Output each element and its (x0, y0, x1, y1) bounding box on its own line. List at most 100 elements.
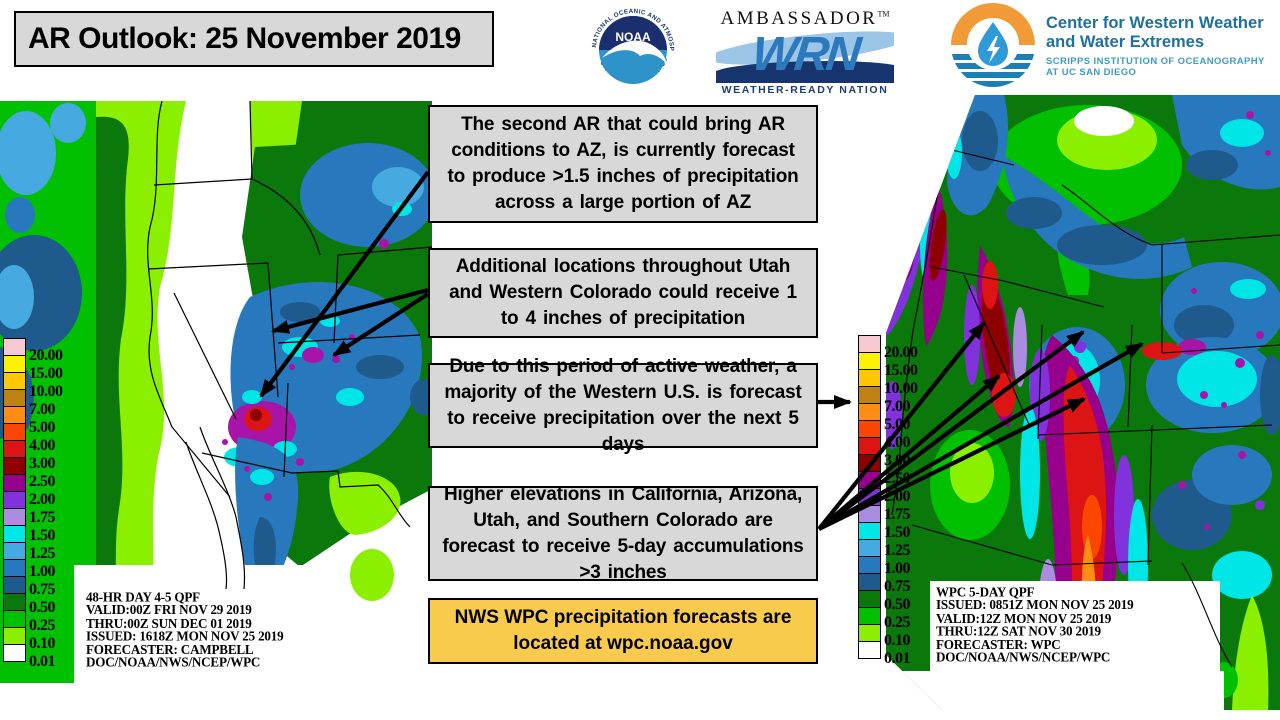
legend-value: 1.00 (29, 563, 56, 580)
legend-swatch (3, 576, 26, 594)
annotation-box-az-ar: The second AR that could bring AR condit… (428, 105, 818, 223)
cw3e-name-line1: Center for Western Weather (1046, 14, 1264, 32)
legend-swatch (858, 420, 881, 438)
cw3e-lightning-icon (987, 36, 1000, 63)
annotation-text: Additional locations throughout Utah and… (449, 256, 797, 329)
caption-line: VALID:00Z FRI NOV 29 2019 (86, 601, 252, 618)
page-title: AR Outlook: 25 November 2019 (28, 22, 461, 55)
caption-line: DOC/NOAA/NWS/NCEP/WPC (936, 649, 1111, 665)
legend-value: 1.75 (884, 506, 911, 523)
legend-swatch (858, 437, 881, 455)
legend-swatch (3, 525, 26, 543)
caption-line: ISSUED: 0851Z MON NOV 25 2019 (936, 596, 1134, 613)
legend-swatch (3, 338, 26, 356)
legend-swatch (858, 386, 881, 404)
legend-value: 15.00 (29, 365, 63, 382)
legend-value: 0.75 (29, 581, 56, 598)
legend-value: 1.00 (884, 560, 911, 577)
legend-value: 3.00 (884, 452, 911, 469)
caption-line: THRU:12Z SAT NOV 30 2019 (936, 622, 1101, 639)
caption-line: WPC 5-DAY QPF (936, 583, 1035, 600)
legend-swatch (858, 590, 881, 608)
footer-note: NWS WPC precipitation forecasts are loca… (428, 598, 818, 664)
legend-value: 5.00 (29, 419, 56, 436)
legend-swatch (858, 352, 881, 370)
wrn-acronym: WRN (749, 31, 861, 81)
legend-value: 2.00 (29, 491, 56, 508)
legend-swatch (3, 440, 26, 458)
legend-swatch (3, 593, 26, 611)
legend-swatch (858, 454, 881, 472)
noaa-center-text: NOAA (615, 30, 651, 44)
legend-swatch (3, 627, 26, 645)
legend-value: 0.25 (884, 614, 911, 631)
noaa-logo: NATIONAL OCEANIC AND ATMOSPHERIC ADMINIS… (586, 3, 679, 96)
wrn-ambassador-text: AMBASSADOR (720, 8, 878, 29)
legend-value: 1.75 (29, 509, 56, 526)
legend-value: 0.10 (29, 635, 56, 652)
legend-swatch (858, 607, 881, 625)
legend-swatch (858, 488, 881, 506)
caption-line: FORECASTER: CAMPBELL (86, 641, 254, 657)
footer-note-text: NWS WPC precipitation forecasts are loca… (454, 607, 792, 654)
cw3e-name-line2: and Water Extremes (1046, 33, 1205, 51)
legend-value: 10.00 (29, 383, 63, 400)
legend-swatch (858, 539, 881, 557)
right-map-caption: WPC 5-DAY QPF ISSUED: 0851Z MON NOV 25 2… (936, 583, 1134, 665)
legend-swatch (3, 491, 26, 509)
legend-value: 4.00 (884, 434, 911, 451)
caption-line: 48-HR DAY 4-5 QPF (86, 588, 200, 605)
cw3e-logo-mark (951, 3, 1035, 87)
legend-value: 0.50 (29, 599, 56, 616)
legend-value: 0.25 (29, 617, 56, 634)
legend-swatch (858, 522, 881, 540)
legend-swatch (3, 474, 26, 492)
legend-swatch (858, 641, 881, 659)
legend-swatch (858, 556, 881, 574)
legend-swatch (3, 508, 26, 526)
legend-swatch (3, 372, 26, 390)
legend-swatch (3, 457, 26, 475)
legend-value: 0.75 (884, 578, 911, 595)
legend-swatch (3, 406, 26, 424)
legend-value: 0.01 (884, 650, 911, 667)
legend-swatch (858, 403, 881, 421)
legend-swatch (3, 542, 26, 560)
cw3e-logo-text: Center for Western Weather and Water Ext… (1046, 14, 1280, 78)
legend-value: 3.00 (29, 455, 56, 472)
wrn-acronym-art: WRN (716, 31, 894, 83)
wrn-ambassador-label: AMBASSADORTM (716, 8, 894, 30)
cw3e-sub-line2: AT UC SAN DIEGO (1046, 67, 1137, 78)
legend-value: 1.50 (29, 527, 56, 544)
annotation-text: The second AR that could bring AR condit… (447, 114, 799, 213)
legend-swatch (3, 559, 26, 577)
legend-swatch (858, 573, 881, 591)
caption-line: ISSUED: 1618Z MON NOV 25 2019 (86, 627, 284, 644)
legend-swatch (3, 610, 26, 628)
annotation-text: Due to this period of active weather, a … (444, 355, 802, 455)
legend-value: 2.50 (884, 470, 911, 487)
cw3e-sub-line1: SCRIPPS INSTITUTION OF OCEANOGRAPHY (1046, 56, 1265, 67)
wrn-logo: AMBASSADORTM WRN WEATHER-READY NATION (716, 8, 894, 96)
annotation-text: Higher elevations in California, Arizona… (442, 483, 804, 583)
wrn-tagline: WEATHER-READY NATION (721, 84, 889, 96)
legend-value: 1.25 (884, 542, 911, 559)
legend-swatch (858, 505, 881, 523)
legend-value: 20.00 (29, 347, 63, 364)
legend-swatch (3, 644, 26, 662)
legend-swatch (858, 335, 881, 353)
annotation-box-western-us: Due to this period of active weather, a … (428, 356, 818, 455)
left-map-legend: 20.00 15.00 10.00 7.00 5.00 4.00 3.00 2.50 2.00 1… (3, 338, 73, 670)
legend-value: 7.00 (884, 398, 911, 415)
caption-line: THRU:00Z SUN DEC 01 2019 (86, 614, 252, 631)
caption-line: DOC/NOAA/NWS/NCEP/WPC (86, 654, 261, 670)
legend-value: 1.50 (884, 524, 911, 541)
legend-value: 7.00 (29, 401, 56, 418)
wrn-wave-shape (716, 61, 894, 83)
annotation-box-utah-colorado: Additional locations throughout Utah and… (428, 248, 818, 338)
annotation-box-higher-elevations: Higher elevations in California, Arizona… (428, 484, 818, 583)
legend-swatch (3, 355, 26, 373)
legend-swatch (3, 389, 26, 407)
caption-line: FORECASTER: WPC (936, 636, 1061, 652)
